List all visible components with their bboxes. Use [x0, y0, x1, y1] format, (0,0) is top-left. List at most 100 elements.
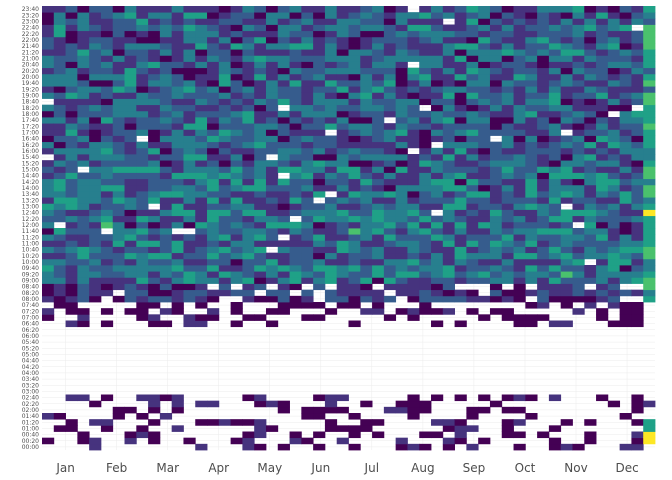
heatmap-cell	[277, 258, 290, 266]
heatmap-cell	[596, 6, 609, 13]
heatmap-cell	[207, 240, 220, 247]
heatmap-cell	[100, 36, 114, 44]
heatmap-cell	[489, 147, 503, 155]
heatmap-cell	[596, 24, 609, 32]
heatmap-cell	[572, 61, 585, 69]
heatmap-cell	[631, 92, 644, 99]
heatmap-cell	[195, 160, 208, 167]
heatmap-cell	[112, 49, 125, 56]
heatmap-cell	[525, 12, 538, 19]
heatmap-cell	[383, 123, 397, 130]
x-tick-label: Sep	[463, 461, 486, 475]
heatmap-cell	[619, 43, 632, 50]
y-tick-label: 05:00	[22, 351, 39, 358]
heatmap-cell	[631, 240, 644, 247]
heatmap-cell	[407, 314, 420, 321]
heatmap-cell	[584, 252, 597, 260]
heatmap-cell	[525, 123, 538, 130]
heatmap-cell	[242, 178, 255, 186]
heatmap-cell	[265, 135, 279, 143]
heatmap-cell	[124, 234, 137, 241]
heatmap-cell	[431, 129, 444, 136]
heatmap-cell	[372, 30, 385, 38]
heatmap-cell	[254, 154, 267, 161]
heatmap-cell	[383, 55, 397, 62]
heatmap-cell	[489, 295, 503, 303]
heatmap-cell	[112, 67, 125, 75]
heatmap-cell	[171, 154, 184, 161]
heatmap-cell	[230, 92, 243, 99]
heatmap-cell	[207, 252, 220, 260]
heatmap-cell	[124, 92, 137, 99]
heatmap-cell	[442, 154, 455, 161]
heatmap-cell	[207, 117, 220, 124]
heatmap-cell	[124, 6, 137, 13]
heatmap-cell	[207, 55, 220, 62]
heatmap-cell	[489, 400, 503, 408]
heatmap-cell	[513, 30, 526, 38]
heatmap-cell	[501, 240, 514, 247]
heatmap-cell	[136, 24, 149, 32]
heatmap-cell	[619, 73, 632, 81]
heatmap-cell	[431, 178, 444, 186]
heatmap-cell	[548, 43, 562, 50]
heatmap-cell	[619, 178, 632, 186]
heatmap-cell	[360, 166, 373, 173]
heatmap-cell	[254, 172, 267, 180]
heatmap-cell	[360, 117, 373, 124]
heatmap-cell	[124, 191, 137, 198]
heatmap-cell	[324, 277, 338, 284]
heatmap-cell	[383, 221, 397, 229]
heatmap-cell	[501, 73, 514, 81]
heatmap-cell	[584, 117, 597, 124]
heatmap-cell	[77, 277, 90, 284]
heatmap-cell	[289, 184, 302, 192]
heatmap-cell	[242, 6, 255, 13]
heatmap-cell	[301, 221, 314, 229]
heatmap-cell	[324, 110, 338, 118]
heatmap-cell	[136, 240, 149, 247]
heatmap-cell	[112, 191, 125, 198]
heatmap-cell	[360, 98, 373, 106]
heatmap-cell	[183, 209, 196, 217]
heatmap-cell	[336, 147, 349, 155]
heatmap-cell	[619, 191, 632, 198]
heatmap-cell	[407, 49, 420, 56]
heatmap-cell	[513, 73, 526, 81]
heatmap-cell	[631, 302, 644, 309]
heatmap-cell	[607, 24, 621, 32]
heatmap-cell	[124, 12, 137, 19]
heatmap-cell	[65, 61, 78, 69]
heatmap-cell	[195, 135, 208, 143]
heatmap-cell	[265, 86, 279, 93]
heatmap-cell	[383, 135, 397, 143]
heatmap-cell	[584, 271, 597, 278]
heatmap-cell	[65, 98, 78, 106]
heatmap-cell	[478, 67, 491, 75]
heatmap-cell	[643, 246, 656, 254]
heatmap-cell	[242, 394, 255, 402]
heatmap-cell	[466, 172, 479, 180]
heatmap-cell	[254, 252, 267, 260]
heatmap-cell	[230, 302, 243, 309]
heatmap-cell	[183, 98, 196, 106]
heatmap-cell	[148, 295, 161, 303]
heatmap-cell	[643, 271, 656, 278]
heatmap-cell	[478, 80, 491, 87]
heatmap-cell	[537, 86, 550, 93]
heatmap-cell	[42, 73, 55, 81]
heatmap-cell	[596, 18, 609, 25]
heatmap-cell	[171, 147, 184, 155]
heatmap-cell	[277, 154, 290, 161]
heatmap-cell	[207, 12, 220, 19]
heatmap-cell	[77, 104, 90, 112]
heatmap-cell	[77, 228, 90, 235]
heatmap-cell	[289, 283, 302, 291]
heatmap-cell	[230, 184, 243, 192]
heatmap-cell	[643, 135, 656, 143]
heatmap-cell	[42, 43, 55, 50]
heatmap-cell	[77, 172, 90, 180]
heatmap-cell	[265, 197, 279, 204]
heatmap-cell	[419, 30, 432, 38]
heatmap-cell	[148, 221, 161, 229]
